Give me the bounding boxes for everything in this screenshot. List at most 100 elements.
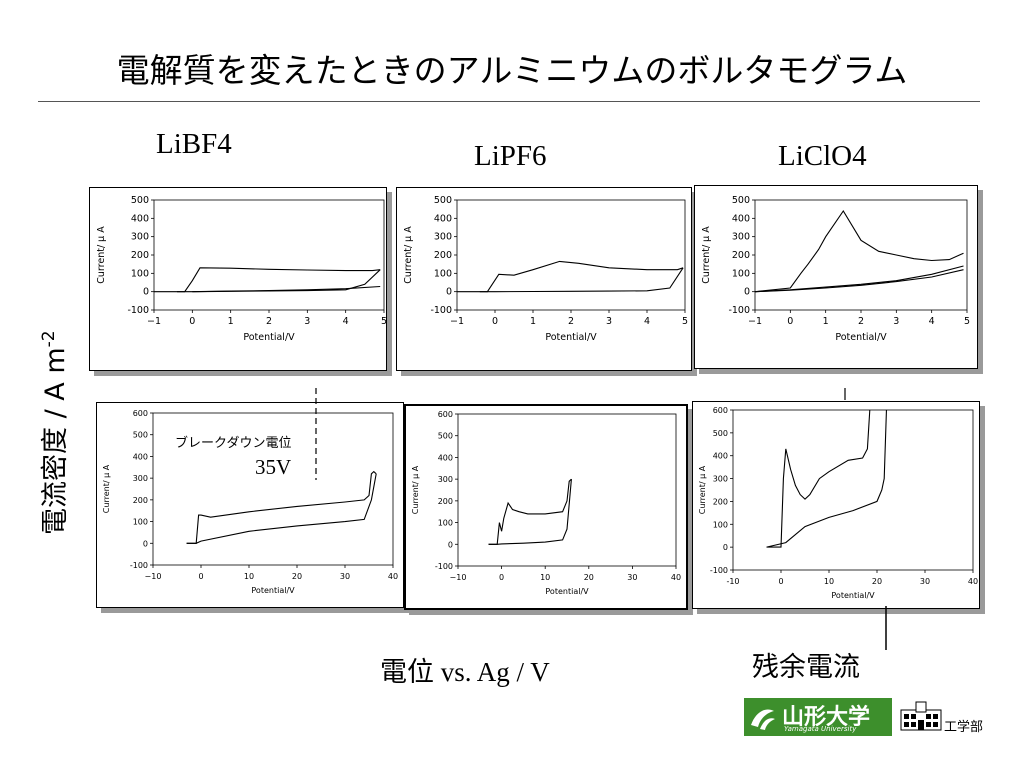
breakdown-dashed-line [315, 388, 317, 480]
x-axis-label-main: 電位 vs. Ag / V [380, 650, 550, 689]
series-line-0 [186, 470, 377, 544]
y-tick-label: -100 [127, 305, 149, 316]
y-tick-label: 0 [448, 540, 453, 549]
x-tick-label: 1 [530, 316, 536, 327]
y-tick-label: 400 [732, 213, 750, 224]
series-line-1 [479, 267, 684, 293]
title-divider [38, 101, 980, 102]
y-tick-label: 200 [732, 250, 750, 261]
chart-liclo4-low: -100 0 100 200 300 400 500 −1 0 1 2 3 4 5 Potential/V C… [701, 195, 970, 343]
logo-subtext: Yamagata University [784, 725, 857, 733]
x-tick-label: 4 [343, 316, 349, 327]
x-tick-label: −1 [450, 316, 464, 327]
y-tick-label: 0 [143, 539, 148, 548]
y-tick-label: 0 [723, 543, 728, 552]
x-tick-label: 40 [671, 573, 681, 582]
series-line-1 [755, 265, 964, 293]
x-tick-label: 20 [872, 577, 882, 586]
plot-frame [152, 412, 394, 566]
series-line-2 [755, 269, 964, 293]
y-tick-label: 100 [131, 268, 149, 279]
breakdown-value: 35V [255, 455, 292, 479]
y-tick-label: 500 [732, 195, 750, 206]
department-label: 工学部 [944, 720, 984, 735]
x-tick-label: −10 [450, 573, 467, 582]
x-tick-label: −1 [748, 316, 762, 327]
page-title: 電解質を変えたときのアルミニウムのボルタモグラム [116, 51, 908, 90]
residual-current-label: 残余電流 [752, 652, 860, 683]
y-tick-label: 200 [713, 497, 728, 506]
breakdown-label: ブレークダウン電位 [175, 436, 292, 451]
plot-frame [754, 199, 968, 311]
x-tick-label: 5 [381, 316, 386, 327]
x-axis-label-jp: 電位 [380, 657, 434, 688]
y-tick-label: 200 [438, 497, 453, 506]
y-tick-label: -100 [710, 566, 728, 575]
y-tick-label: 200 [133, 496, 148, 505]
svg-text:電流密度 / A m-2: 電流密度 / A m-2 [39, 330, 71, 535]
y-tick-label: 500 [131, 195, 149, 206]
x-tick-label: 20 [584, 573, 594, 582]
series-line-1 [186, 473, 377, 544]
x-axis-label: Potential/V [835, 332, 887, 343]
plot-frame [732, 409, 974, 571]
x-axis-label: Potential/V [243, 332, 295, 343]
y-tick-label: 500 [133, 431, 148, 440]
y-tick-label: 0 [143, 287, 149, 298]
y-tick-label: 300 [438, 475, 453, 484]
x-tick-label: 40 [388, 572, 398, 581]
column-header-lipf6: LiPF6 [474, 140, 547, 172]
series-line-0 [488, 478, 572, 545]
column-header-liclo4: LiClO4 [778, 140, 867, 172]
building-icon [900, 701, 942, 731]
y-tick-label: 0 [744, 287, 750, 298]
chart-panel-lipf6-high: -100 0 100 200 300 400 500 600 −10 0 10 20 30 40 Poten… [404, 404, 688, 610]
x-tick-label: 0 [499, 573, 504, 582]
y-axis-label: Current/ μ A [102, 464, 111, 513]
y-tick-label: 300 [713, 475, 728, 484]
y-tick-label: 300 [133, 474, 148, 483]
y-tick-label: 100 [434, 268, 452, 279]
x-axis-label: Potential/V [251, 586, 295, 595]
x-tick-label: 10 [824, 577, 834, 586]
x-tick-label: 30 [920, 577, 930, 586]
x-tick-label: 2 [568, 316, 574, 327]
series-line-0 [154, 267, 381, 293]
y-tick-label: 600 [438, 410, 453, 419]
y-axis-label: Current/ μ A [403, 226, 414, 284]
x-tick-label: 0 [492, 316, 498, 327]
y-tick-label: -100 [728, 305, 750, 316]
y-tick-label: 500 [713, 429, 728, 438]
y-tick-label: -100 [435, 562, 453, 571]
y-axis-label: Current/ μ A [698, 465, 707, 514]
tick-marker-liclo4 [844, 388, 846, 400]
y-tick-label: 200 [434, 250, 452, 261]
chart-lipf6-high: -100 0 100 200 300 400 500 600 −10 0 10 20 30 40 Poten… [411, 410, 681, 596]
university-mark-icon [751, 709, 775, 730]
y-axis-label: Current/ μ A [96, 226, 107, 284]
x-tick-label: 0 [198, 572, 203, 581]
series-line-1 [488, 479, 572, 545]
y-tick-label: 300 [131, 232, 149, 243]
x-tick-label: 30 [627, 573, 637, 582]
y-axis-label-text: 電流密度 / A m [40, 347, 71, 535]
x-tick-label: 10 [244, 572, 254, 581]
x-tick-label: 5 [964, 316, 970, 327]
y-tick-label: 400 [131, 213, 149, 224]
x-tick-label: 4 [929, 316, 935, 327]
chart-panel-liclo4-low: -100 0 100 200 300 400 500 −1 0 1 2 3 4 5 Potential/V C… [694, 185, 978, 369]
y-tick-label: 600 [713, 406, 728, 415]
x-tick-label: -10 [726, 577, 739, 586]
x-tick-label: 3 [606, 316, 612, 327]
y-axis-label-main: 電流密度 / A m-2 [39, 330, 71, 535]
x-axis-label: Potential/V [545, 332, 597, 343]
x-tick-label: 20 [292, 572, 302, 581]
university-logo: 山形大学 Yamagata University [744, 698, 892, 736]
y-axis-label-superscript: -2 [39, 330, 59, 347]
x-tick-label: −10 [145, 572, 162, 581]
y-tick-label: 300 [732, 232, 750, 243]
plot-frame [153, 199, 385, 311]
y-tick-label: 200 [131, 250, 149, 261]
x-tick-label: 5 [682, 316, 688, 327]
